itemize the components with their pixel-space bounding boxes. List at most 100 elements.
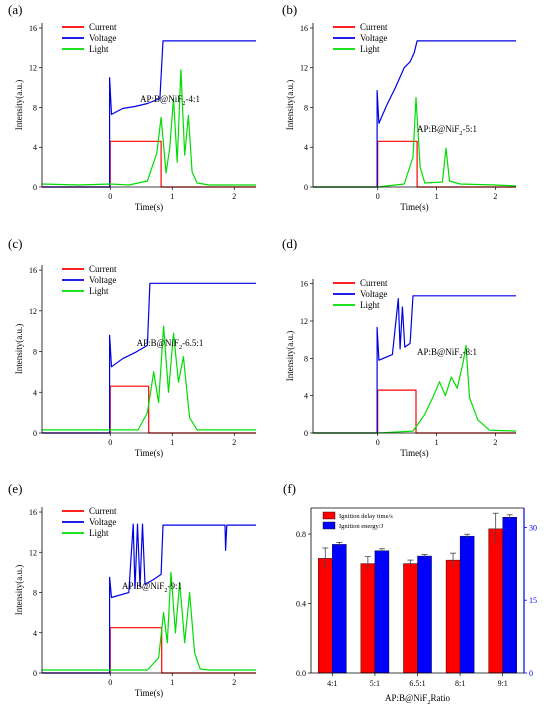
- legend-label-voltage: Voltage: [89, 275, 116, 285]
- y-tick-label: 8: [33, 589, 37, 598]
- y-tick-label: 16: [29, 266, 37, 275]
- legend-label-current: Current: [89, 506, 117, 516]
- y-tick-label: 4: [33, 143, 37, 152]
- series-line-current: [313, 140, 516, 188]
- legend-label-voltage: Voltage: [360, 289, 387, 299]
- x-tick-label: 1: [170, 438, 174, 447]
- series-line-current: [42, 385, 256, 434]
- y-tick-label: 0: [33, 669, 37, 678]
- x-tick-label: 0: [376, 438, 380, 447]
- series-line-voltage: [42, 282, 256, 434]
- y-tick-label-left: 0.4: [296, 600, 306, 609]
- sample-annotation-suffix: -9:1: [167, 581, 182, 591]
- x-axis-label-subscript: 2: [427, 699, 430, 706]
- y-tick-label-left: 0.0: [296, 669, 306, 678]
- sample-annotation: AP:B@NiF2-5:1: [417, 124, 477, 137]
- sample-annotation-subscript: 2: [182, 100, 185, 107]
- bar-ignition-delay: [488, 528, 503, 674]
- x-tick-label: 6.5:1: [409, 679, 425, 688]
- sample-annotation: AP:B@NiF2-8:1: [417, 347, 477, 360]
- x-tick-label: 0: [108, 678, 112, 687]
- y-axis-label: Intensity(a.u.): [14, 80, 24, 130]
- y-tick-label-right: 30: [529, 523, 537, 532]
- y-axis-label: Intensity(a.u.): [14, 565, 24, 615]
- series-line-light: [41, 69, 256, 186]
- series-line-current: [42, 140, 256, 188]
- y-tick-label: 8: [304, 103, 308, 112]
- y-tick-label: 8: [304, 354, 308, 363]
- y-tick-label: 12: [29, 64, 37, 73]
- y-tick-label: 16: [29, 508, 37, 517]
- x-tick-label: 1: [435, 438, 439, 447]
- y-tick-label: 4: [304, 143, 308, 152]
- y-tick-label: 12: [29, 548, 37, 557]
- sample-annotation: AP:B@NiF2-9:1: [122, 581, 182, 594]
- legend-swatch: [322, 521, 336, 530]
- legend-swatch: [322, 511, 336, 520]
- legend-label: Ignition delay time/s: [339, 513, 393, 520]
- x-tick-label: 1: [170, 192, 174, 201]
- y-tick-label: 16: [300, 24, 308, 33]
- x-axis-label-suffix: Ratio: [430, 693, 450, 703]
- legend-label-current: Current: [89, 22, 117, 32]
- x-axis-label: Time(s): [135, 202, 163, 212]
- legend-label-current: Current: [360, 22, 388, 32]
- sample-annotation-subscript: 2: [459, 130, 462, 137]
- panel-f: (f) 4:1 5:1 6.5:1 8:1 9:1 0.0 0.4 0.8 0 15 30 AP:B@N…: [283, 481, 537, 706]
- x-tick-label: 2: [232, 192, 236, 201]
- y-tick-label: 0: [304, 429, 308, 438]
- bar-ignition-delay: [445, 559, 461, 674]
- legend-label-voltage: Voltage: [89, 33, 116, 43]
- legend-label-voltage: Voltage: [89, 517, 116, 527]
- panel-label: (d): [282, 236, 297, 251]
- series-line-voltage: [42, 40, 256, 188]
- legend-label-light: Light: [360, 300, 380, 310]
- y-tick-label: 0: [33, 429, 37, 438]
- series-line-voltage: [313, 295, 516, 434]
- legend-label-voltage: Voltage: [360, 33, 387, 43]
- series-line-voltage: [313, 40, 516, 188]
- x-axis-label-prefix: AP:B@NiF: [385, 693, 427, 703]
- sample-annotation: AP:B@NiF2-4:1: [140, 94, 200, 107]
- y-tick-label: 12: [300, 64, 308, 73]
- sample-annotation-prefix: AP:B@NiF: [417, 124, 459, 134]
- x-tick-label: 8:1: [455, 679, 465, 688]
- x-axis-label: Time(s): [135, 688, 163, 698]
- sample-annotation-subscript: 2: [179, 344, 182, 351]
- x-tick-label: 9:1: [498, 679, 508, 688]
- bar-ignition-delay: [318, 558, 333, 674]
- panel-label: (e): [8, 481, 22, 496]
- legend-label-current: Current: [89, 264, 117, 274]
- y-tick-label: 12: [300, 317, 308, 326]
- x-tick-label: 1: [435, 192, 439, 201]
- sample-annotation-subscript: 2: [164, 587, 167, 594]
- bar-ignition-delay: [403, 563, 418, 674]
- y-axis-label: Intensity(a.u.): [285, 80, 295, 130]
- x-axis-label: Time(s): [400, 448, 428, 458]
- y-axis-label: Intensity(a.u.): [14, 324, 24, 374]
- y-axis-label: Intensity(a.u.): [285, 331, 295, 381]
- sample-annotation-prefix: AP:B@NiF: [137, 338, 179, 348]
- y-tick-label: 16: [29, 24, 37, 33]
- panel-label: (c): [8, 236, 22, 251]
- y-tick-label: 0: [304, 183, 308, 192]
- y-tick-label-right: 15: [529, 596, 537, 605]
- y-tick-label: 4: [33, 388, 37, 397]
- y-tick-label: 4: [33, 629, 37, 638]
- x-tick-label: 2: [232, 678, 236, 687]
- legend-label-light: Light: [360, 44, 380, 54]
- bar-ignition-energy: [332, 544, 347, 674]
- y-tick-label: 12: [29, 307, 37, 316]
- legend-label: Ignition energy/J: [339, 523, 384, 530]
- x-tick-label: 5:1: [370, 679, 380, 688]
- legend-label-light: Light: [89, 44, 109, 54]
- series-line-light: [42, 325, 256, 431]
- x-tick-label: 4:1: [327, 679, 337, 688]
- series-line-voltage: [42, 523, 256, 674]
- x-axis-label: Time(s): [135, 448, 163, 458]
- sample-annotation-prefix: AP:B@NiF: [140, 94, 182, 104]
